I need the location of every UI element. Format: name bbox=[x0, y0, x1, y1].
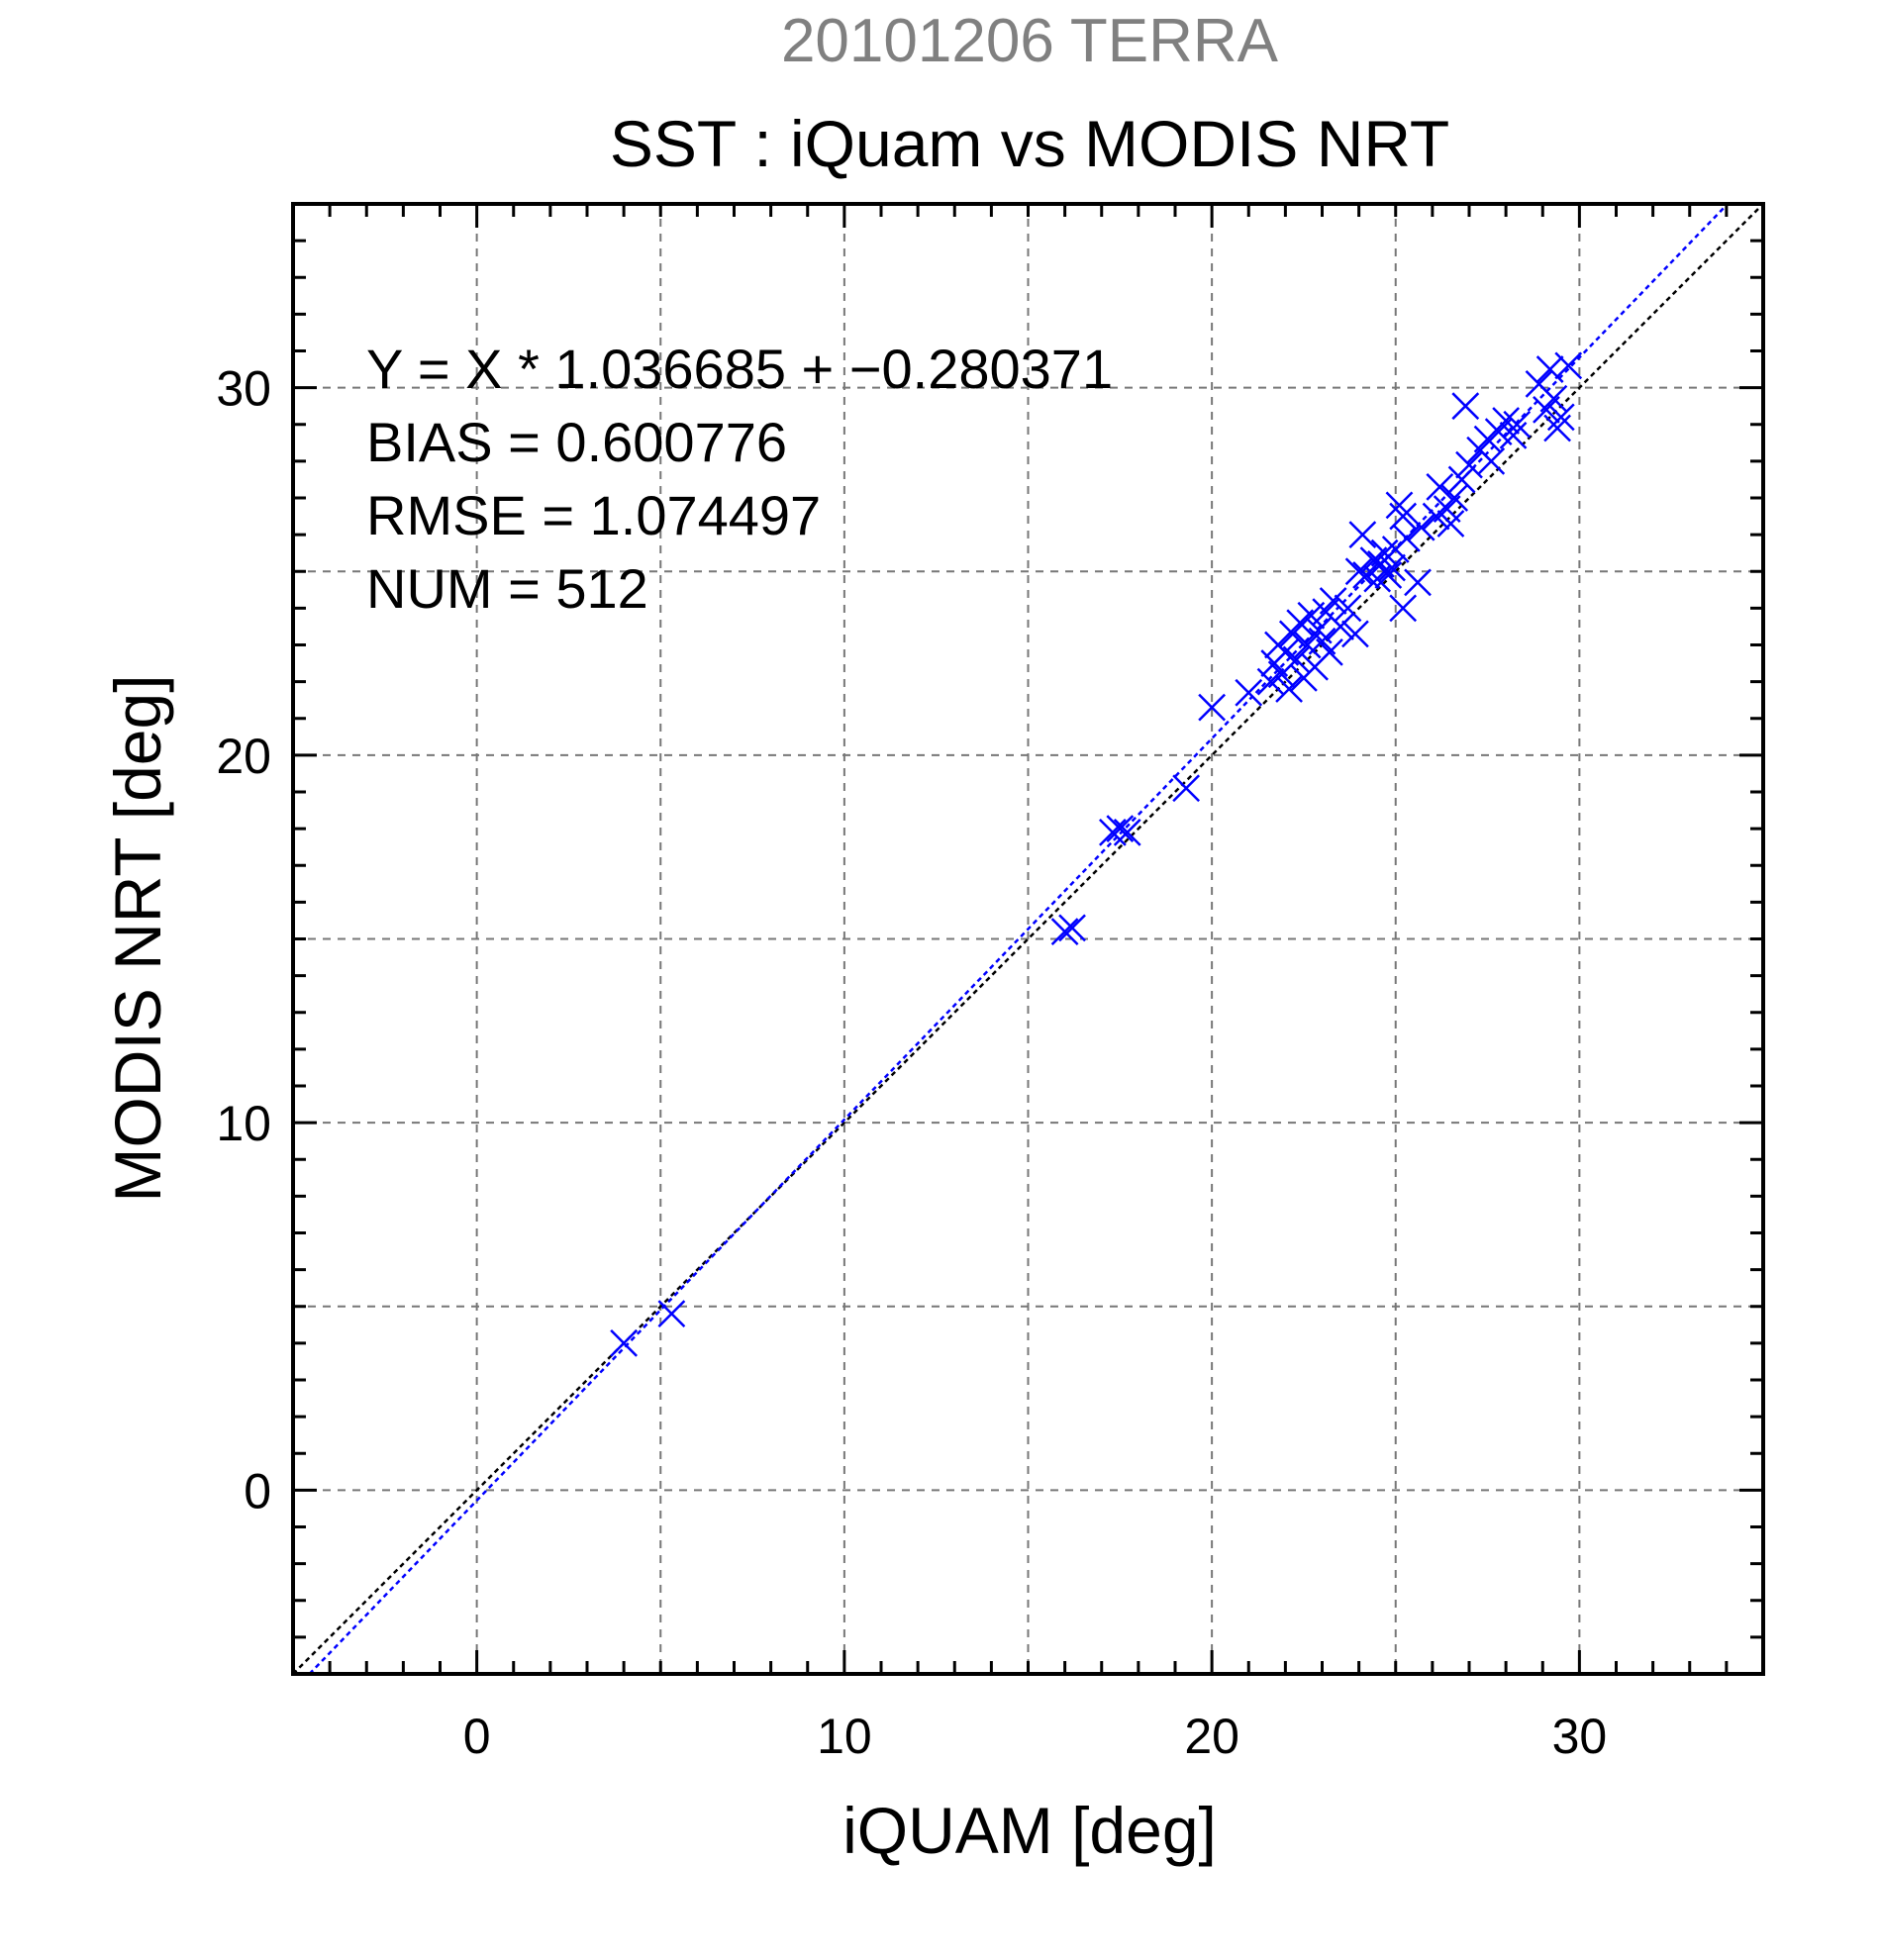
data-point bbox=[1393, 524, 1421, 552]
data-point bbox=[1440, 484, 1469, 512]
stat-regression-equation: Y = X * 1.036685 + −0.280371 bbox=[366, 338, 1113, 400]
data-point bbox=[1543, 414, 1571, 442]
data-point bbox=[657, 1300, 686, 1328]
data-point bbox=[1282, 645, 1311, 674]
x-tick-label: 0 bbox=[463, 1709, 491, 1764]
data-point bbox=[1436, 510, 1465, 538]
data-point bbox=[1319, 587, 1347, 615]
data-point bbox=[1344, 557, 1373, 586]
data-point bbox=[1327, 613, 1354, 640]
data-point bbox=[1099, 818, 1127, 846]
regression-fit-line bbox=[308, 203, 1729, 1675]
data-point bbox=[1535, 355, 1564, 383]
stat-rmse: RMSE = 1.074497 bbox=[366, 484, 821, 546]
chart-supertitle: 20101206 TERRA bbox=[781, 7, 1279, 75]
fit-line-group bbox=[308, 203, 1729, 1675]
data-point bbox=[610, 1328, 639, 1357]
data-point bbox=[1539, 384, 1568, 413]
data-point bbox=[1352, 561, 1380, 589]
data-points bbox=[610, 351, 1583, 1357]
data-point bbox=[1198, 693, 1227, 722]
data-point bbox=[1554, 351, 1583, 380]
data-point bbox=[1492, 407, 1521, 435]
y-axis-label: MODIS NRT [deg] bbox=[101, 674, 174, 1202]
data-point bbox=[1546, 403, 1575, 432]
data-point bbox=[1275, 675, 1303, 703]
data-point bbox=[1341, 620, 1369, 648]
axis-ticks bbox=[291, 202, 1765, 1676]
data-point bbox=[1316, 638, 1343, 666]
y-tick-label: 0 bbox=[244, 1463, 271, 1519]
data-point bbox=[1447, 465, 1476, 494]
data-point bbox=[1334, 594, 1362, 623]
plot-frame bbox=[291, 202, 1765, 1676]
data-point bbox=[1407, 513, 1436, 541]
data-point bbox=[1050, 918, 1079, 945]
data-point bbox=[1389, 594, 1418, 623]
data-point bbox=[1404, 568, 1432, 597]
data-point bbox=[1348, 521, 1377, 549]
x-tick-label: 10 bbox=[817, 1709, 872, 1764]
data-point bbox=[1378, 553, 1406, 582]
data-point bbox=[1503, 410, 1532, 439]
data-point bbox=[1477, 446, 1506, 475]
identity-line-group bbox=[292, 203, 1764, 1675]
data-point bbox=[1235, 678, 1263, 707]
y-tick-label: 30 bbox=[216, 361, 271, 417]
data-point bbox=[1113, 818, 1141, 846]
data-point bbox=[1172, 774, 1201, 803]
data-point bbox=[1426, 472, 1454, 501]
data-point bbox=[1374, 561, 1403, 589]
data-point bbox=[1499, 422, 1528, 449]
x-tick-label: 20 bbox=[1184, 1709, 1239, 1764]
data-point bbox=[1385, 491, 1414, 520]
stat-bias: BIAS = 0.600776 bbox=[366, 411, 787, 473]
grid-lines bbox=[293, 204, 1763, 1674]
y-tick-label: 10 bbox=[216, 1096, 271, 1151]
x-axis-label: iQUAM [deg] bbox=[842, 1794, 1217, 1867]
stats-annotation: Y = X * 1.036685 + −0.280371 BIAS = 0.60… bbox=[366, 338, 1113, 620]
chart-title: SST : iQuam vs MODIS NRT bbox=[610, 107, 1449, 180]
data-point bbox=[1451, 392, 1480, 421]
data-point bbox=[1106, 815, 1135, 843]
x-tick-label: 30 bbox=[1552, 1709, 1608, 1764]
stat-num: NUM = 512 bbox=[366, 557, 648, 620]
identity-line bbox=[292, 203, 1764, 1675]
y-tick-label: 20 bbox=[216, 729, 271, 784]
data-point bbox=[1058, 914, 1086, 942]
